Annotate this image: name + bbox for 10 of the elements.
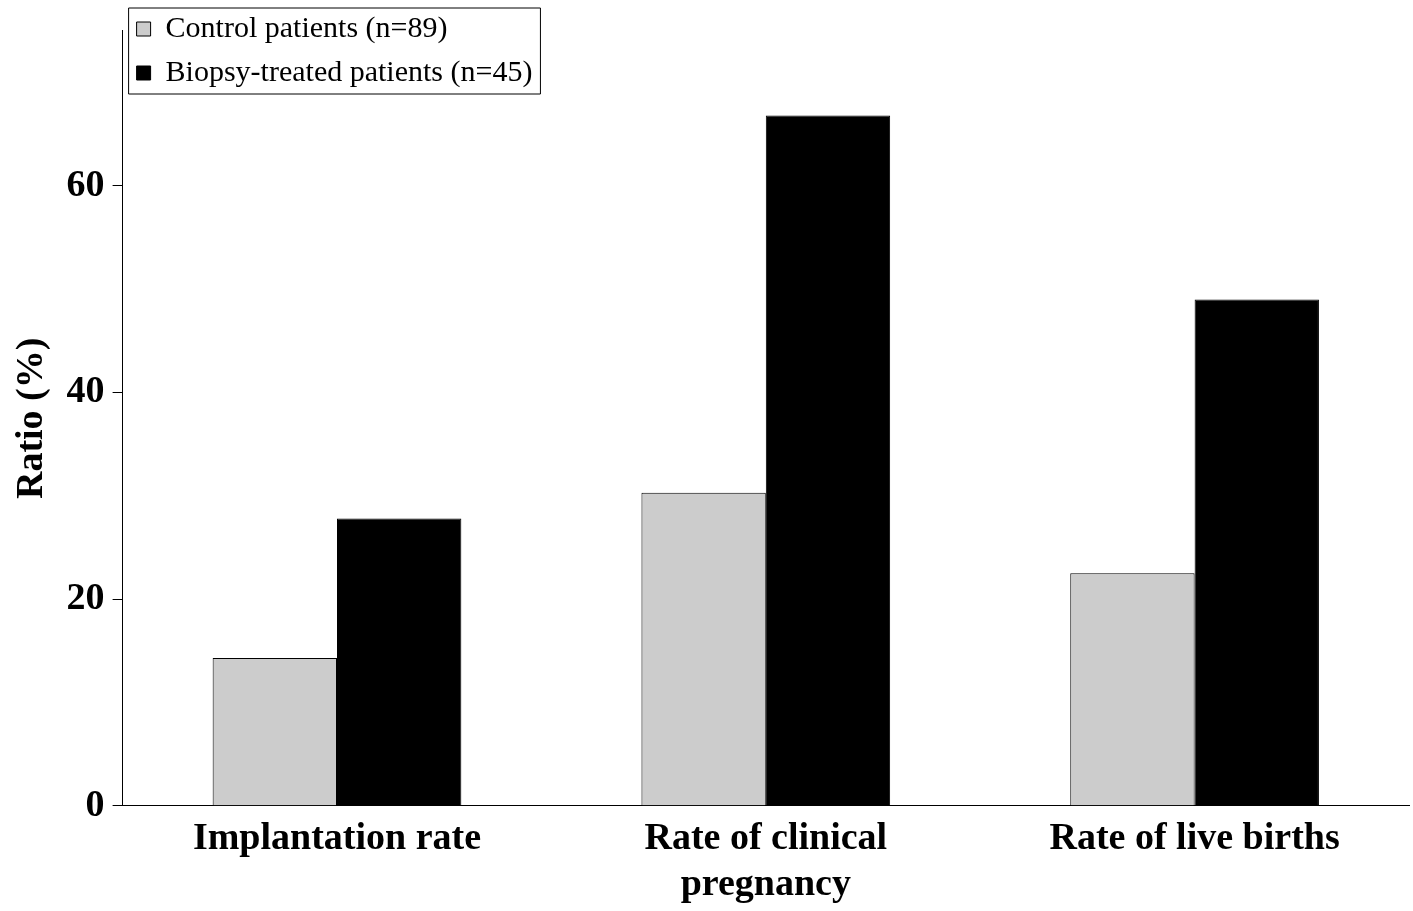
x-tick-label: Rate of live births — [1049, 815, 1340, 858]
legend-label: Control patients (n=89) — [165, 9, 448, 44]
y-tick-label: 60 — [66, 161, 105, 204]
y-tick-label: 20 — [66, 574, 105, 617]
y-axis-title: Ratio (%) — [7, 337, 51, 500]
y-tick-label: 0 — [85, 781, 105, 824]
x-tick-label: Rate of clinical pregnancy — [644, 815, 888, 904]
legend-label: Biopsy-treated patients (n=45) — [165, 53, 533, 88]
x-tick-label: Implantation rate — [192, 815, 482, 858]
y-tick-label: 40 — [66, 368, 105, 411]
